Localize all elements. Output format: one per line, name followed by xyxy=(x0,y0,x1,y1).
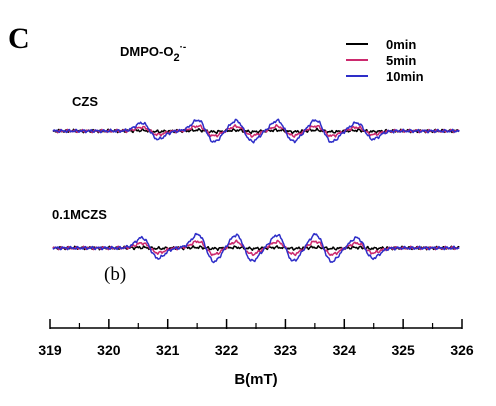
chart-title-subscript: 2 xyxy=(173,52,179,64)
plot-area: CZS 0.1MCZS xyxy=(52,94,460,264)
panel-letter: C xyxy=(8,22,30,55)
sample-label: CZS xyxy=(72,94,98,109)
x-axis-ticks: 319 320 321 322 323 324 325 326 xyxy=(38,319,474,358)
sample-label: 0.1MCZS xyxy=(52,207,107,222)
x-axis-title: B(mT) xyxy=(234,371,277,388)
series-line xyxy=(52,118,460,144)
sample-group: CZS xyxy=(52,94,460,144)
chart-title: DMPO-O2·- xyxy=(120,42,186,64)
x-tick-label: 325 xyxy=(391,342,415,358)
legend-label: 10min xyxy=(386,69,424,84)
x-tick-label: 326 xyxy=(450,342,474,358)
x-tick-label: 324 xyxy=(333,342,357,358)
x-tick-label: 319 xyxy=(38,342,62,358)
legend-label: 0min xyxy=(386,37,416,52)
x-tick-label: 323 xyxy=(274,342,298,358)
chart-title-superscript: ·- xyxy=(180,42,187,53)
x-tick-label: 322 xyxy=(215,342,239,358)
x-tick-label: 320 xyxy=(97,342,121,358)
legend-label: 5min xyxy=(386,53,416,68)
sample-group: 0.1MCZS xyxy=(52,207,460,264)
chart-title-main: DMPO-O xyxy=(120,44,173,59)
x-tick-label: 321 xyxy=(156,342,180,358)
series-line xyxy=(52,232,460,264)
annotation-b: (b) xyxy=(104,264,126,285)
